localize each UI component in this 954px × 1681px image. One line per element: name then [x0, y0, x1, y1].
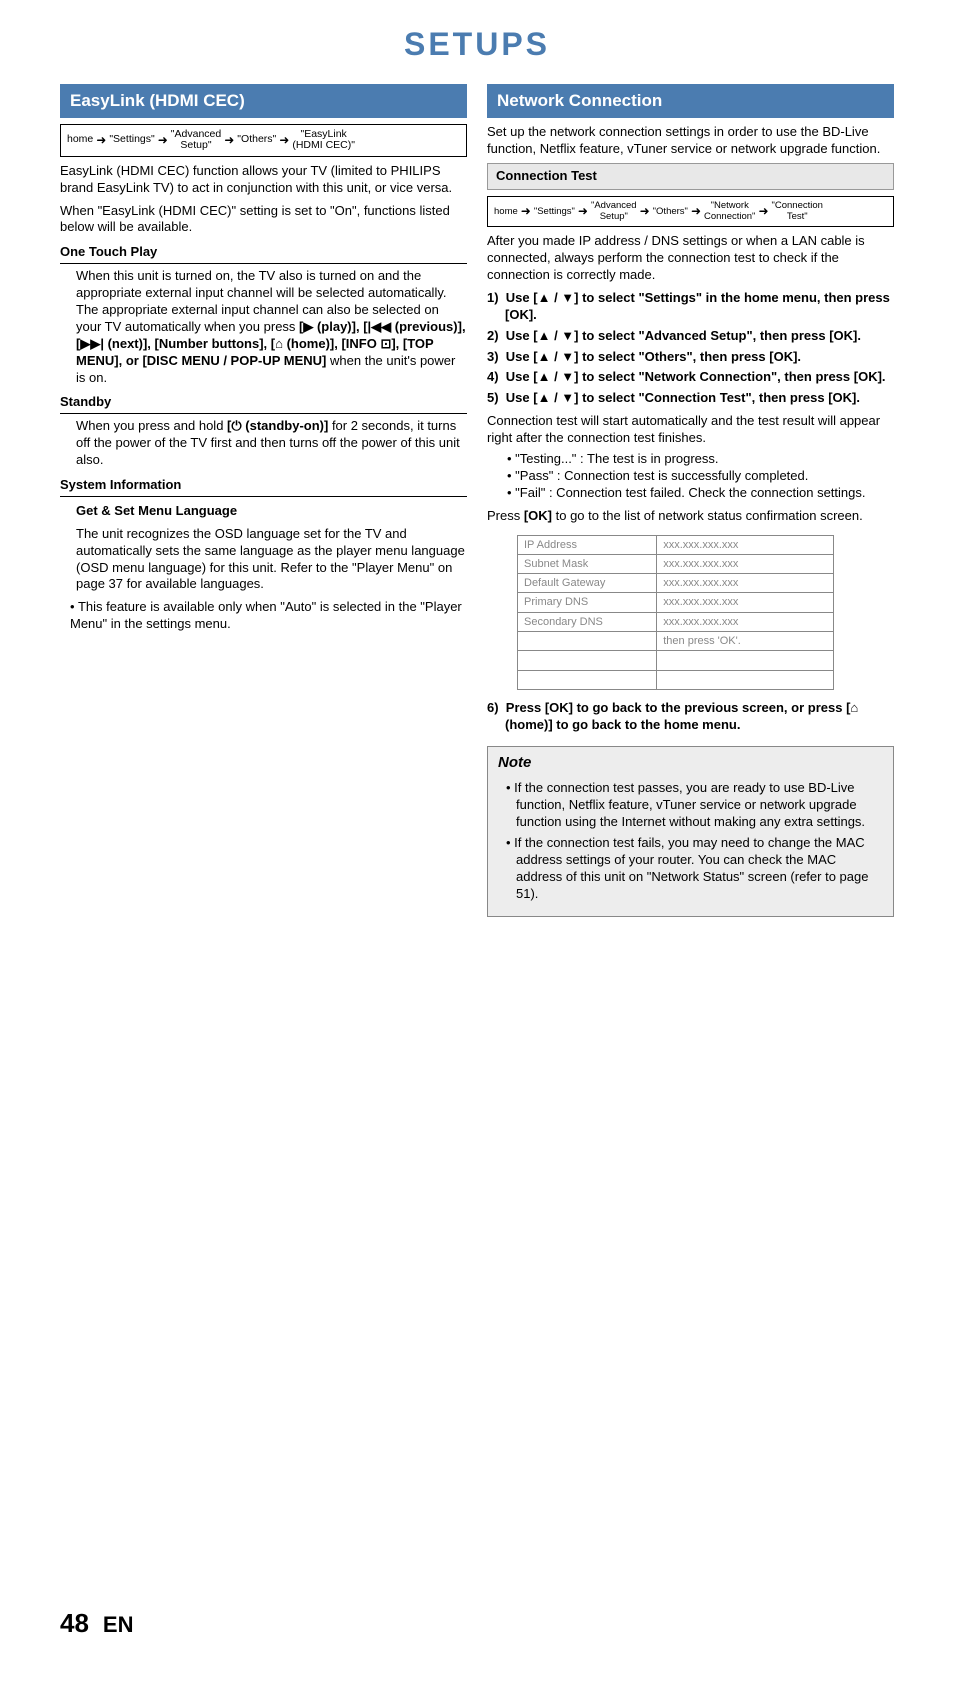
arrow-icon: ➜ — [639, 205, 651, 218]
table-row: Primary DNSxxx.xxx.xxx.xxx — [518, 593, 834, 612]
arrow-icon: ➜ — [157, 134, 169, 147]
arrow-icon: ➜ — [757, 205, 769, 218]
bc-settings: "Settings" — [534, 207, 575, 217]
note-title: Note — [488, 747, 893, 775]
note-list: If the connection test passes, you are r… — [488, 774, 893, 916]
table-cell — [518, 632, 657, 651]
step-3: 3) Use [▲ / ▼] to select "Others", then … — [487, 349, 894, 366]
network-connection-heading: Network Connection — [487, 84, 894, 118]
easylink-breadcrumb: home ➜ "Settings" ➜ "Advanced Setup" ➜ "… — [60, 124, 467, 157]
connection-result-intro: Connection test will start automatically… — [487, 413, 894, 447]
table-cell — [657, 651, 834, 670]
step-5: 5) Use [▲ / ▼] to select "Connection Tes… — [487, 390, 894, 407]
note-box: Note If the connection test passes, you … — [487, 746, 894, 918]
network-intro: Set up the network connection settings i… — [487, 124, 894, 158]
table-cell: Subnet Mask — [518, 554, 657, 573]
page-language: EN — [103, 1611, 134, 1640]
bc-settings: "Settings" — [109, 134, 154, 146]
connection-result-list: "Testing..." : The test is in progress. … — [487, 451, 894, 502]
get-set-menu-heading: Get & Set Menu Language — [76, 503, 467, 520]
arrow-icon: ➜ — [278, 134, 290, 147]
system-info-note: This feature is available only when "Aut… — [70, 599, 467, 633]
easylink-heading: EasyLink (HDMI CEC) — [60, 84, 467, 118]
system-info-heading: System Information — [60, 477, 467, 497]
table-row: Default Gatewayxxx.xxx.xxx.xxx — [518, 574, 834, 593]
connection-steps-6: 6) Press [OK] to go back to the previous… — [487, 700, 894, 734]
table-row: IP Addressxxx.xxx.xxx.xxx — [518, 535, 834, 554]
table-cell — [657, 670, 834, 689]
step-1: 1) Use [▲ / ▼] to select "Settings" in t… — [487, 290, 894, 324]
table-cell: xxx.xxx.xxx.xxx — [657, 612, 834, 631]
table-cell — [518, 651, 657, 670]
step-4: 4) Use [▲ / ▼] to select "Network Connec… — [487, 369, 894, 386]
bc-others: "Others" — [237, 134, 276, 146]
table-cell: Primary DNS — [518, 593, 657, 612]
bc-network: "Network Connection" — [704, 201, 755, 222]
table-row — [518, 670, 834, 689]
system-info-body: The unit recognizes the OSD language set… — [76, 526, 467, 594]
result-testing: "Testing..." : The test is in progress. — [507, 451, 894, 468]
table-cell: IP Address — [518, 535, 657, 554]
connection-test-heading: Connection Test — [487, 163, 894, 190]
bc-connection-test: "Connection Test" — [772, 201, 823, 222]
table-row: Subnet Maskxxx.xxx.xxx.xxx — [518, 554, 834, 573]
page-number: 48 — [60, 1607, 89, 1641]
standby-body: When you press and hold [⏻ (standby-on)]… — [60, 418, 467, 469]
system-info-block: Get & Set Menu Language The unit recogni… — [60, 503, 467, 593]
press-ok-text: Press [OK] to go to the list of network … — [487, 508, 894, 525]
standby-text-a: When you press and hold — [76, 418, 227, 433]
table-row: then press 'OK'. — [518, 632, 834, 651]
table-cell: xxx.xxx.xxx.xxx — [657, 535, 834, 554]
bc-easylink: "EasyLink (HDMI CEC)" — [292, 129, 355, 152]
bc-home: home — [494, 207, 518, 217]
table-cell: Default Gateway — [518, 574, 657, 593]
arrow-icon: ➜ — [95, 134, 107, 147]
table-cell — [518, 670, 657, 689]
step-2: 2) Use [▲ / ▼] to select "Advanced Setup… — [487, 328, 894, 345]
table-cell: xxx.xxx.xxx.xxx — [657, 574, 834, 593]
left-column: EasyLink (HDMI CEC) home ➜ "Settings" ➜ … — [60, 84, 467, 918]
system-info-note-list: This feature is available only when "Aut… — [60, 599, 467, 633]
note-1: If the connection test passes, you are r… — [506, 780, 881, 831]
table-cell: Secondary DNS — [518, 612, 657, 631]
note-2: If the connection test fails, you may ne… — [506, 835, 881, 903]
bc-advanced: "Advanced Setup" — [591, 201, 637, 222]
arrow-icon: ➜ — [577, 205, 589, 218]
right-column: Network Connection Set up the network co… — [487, 84, 894, 918]
bc-home: home — [67, 134, 93, 146]
table-row — [518, 651, 834, 670]
table-cell: xxx.xxx.xxx.xxx — [657, 593, 834, 612]
connection-steps: 1) Use [▲ / ▼] to select "Settings" in t… — [487, 290, 894, 407]
table-cell: then press 'OK'. — [657, 632, 834, 651]
bc-others: "Others" — [653, 207, 688, 217]
connection-test-breadcrumb: home ➜ "Settings" ➜ "Advanced Setup" ➜ "… — [487, 196, 894, 227]
result-fail: "Fail" : Connection test failed. Check t… — [507, 485, 894, 502]
one-touch-play-heading: One Touch Play — [60, 244, 467, 264]
standby-button-label: [⏻ (standby-on)] — [227, 418, 328, 433]
bc-advanced: "Advanced Setup" — [171, 129, 221, 152]
arrow-icon: ➜ — [520, 205, 532, 218]
two-column-layout: EasyLink (HDMI CEC) home ➜ "Settings" ➜ … — [60, 84, 894, 918]
standby-heading: Standby — [60, 394, 467, 414]
step-6: 6) Press [OK] to go back to the previous… — [487, 700, 894, 734]
arrow-icon: ➜ — [690, 205, 702, 218]
page-title: SETUPS — [60, 24, 894, 66]
arrow-icon: ➜ — [223, 134, 235, 147]
table-row: Secondary DNSxxx.xxx.xxx.xxx — [518, 612, 834, 631]
network-status-table: IP Addressxxx.xxx.xxx.xxxSubnet Maskxxx.… — [517, 535, 834, 690]
page-footer: 48 EN — [60, 1607, 894, 1641]
table-cell: xxx.xxx.xxx.xxx — [657, 554, 834, 573]
easylink-intro-2: When "EasyLink (HDMI CEC)" setting is se… — [60, 203, 467, 237]
easylink-intro-1: EasyLink (HDMI CEC) function allows your… — [60, 163, 467, 197]
one-touch-play-body: When this unit is turned on, the TV also… — [60, 268, 467, 386]
connection-test-intro: After you made IP address / DNS settings… — [487, 233, 894, 284]
result-pass: "Pass" : Connection test is successfully… — [507, 468, 894, 485]
